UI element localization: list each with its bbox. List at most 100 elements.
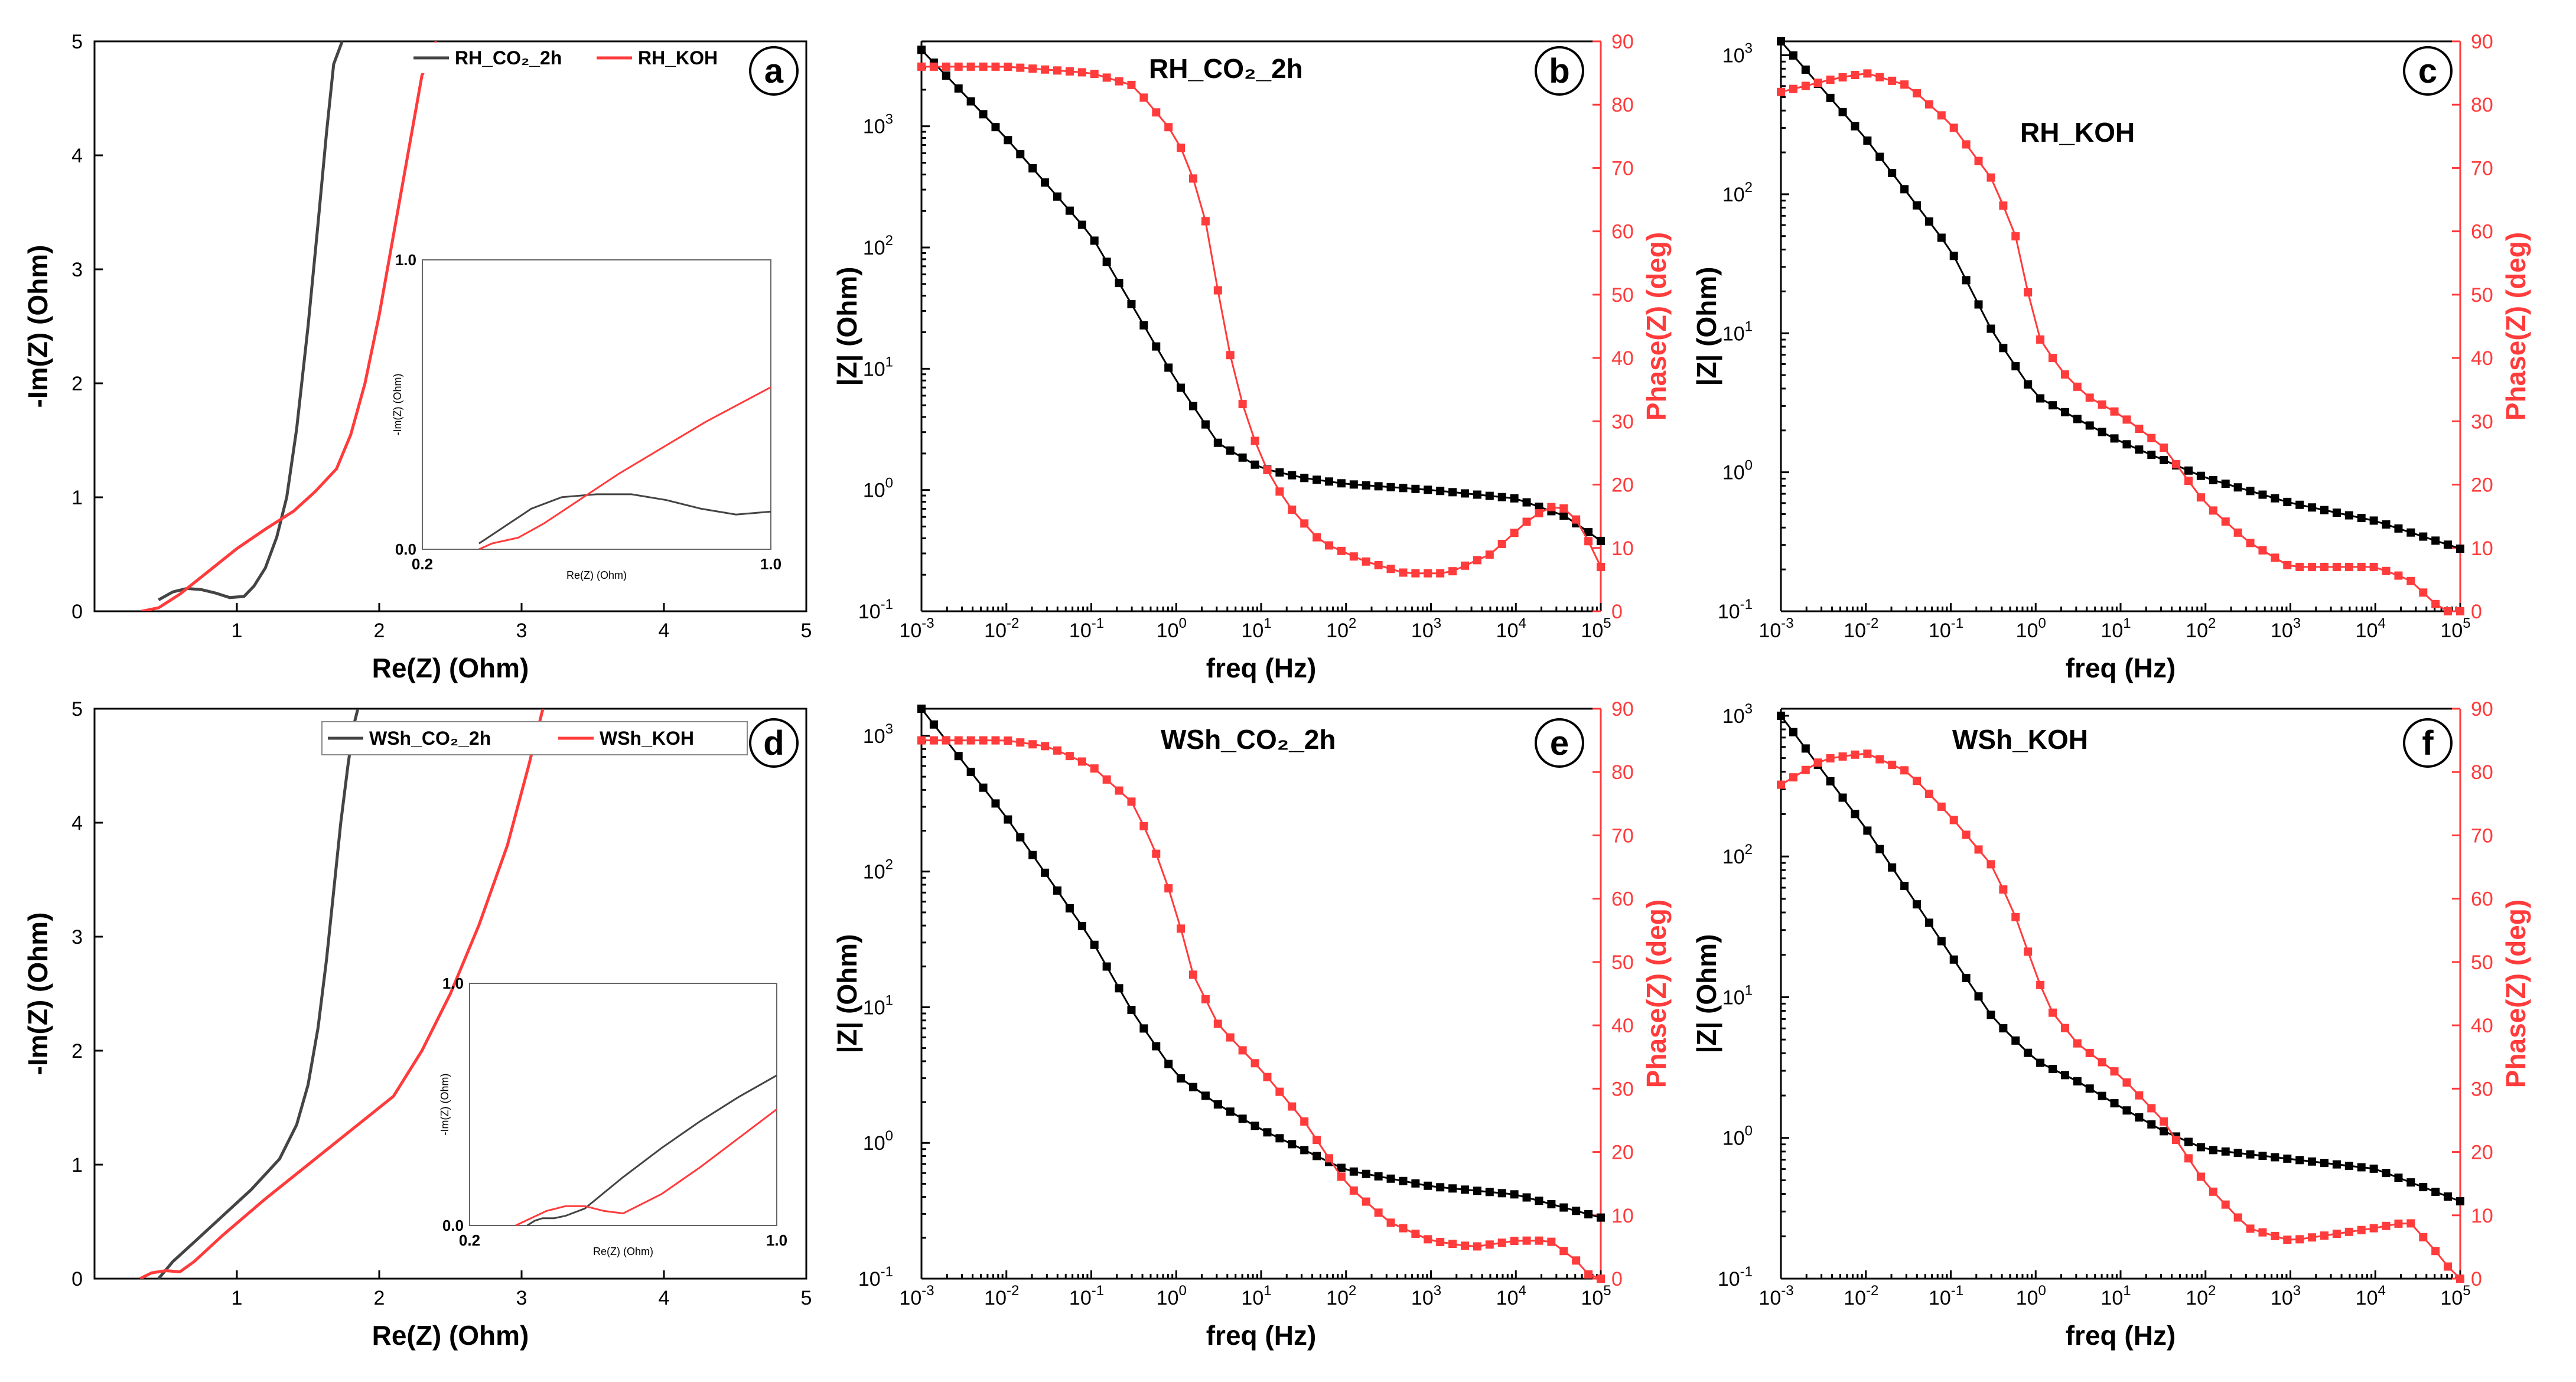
phase-marker: [2332, 562, 2341, 571]
magnitude-marker: [2049, 401, 2057, 410]
magnitude-marker: [1349, 1167, 1358, 1176]
phase-marker: [2320, 562, 2329, 571]
phase-marker: [2431, 599, 2440, 608]
x-tick-exponent: -3: [921, 1283, 934, 1299]
inset-series-line: [478, 386, 771, 550]
magnitude-marker: [1250, 1122, 1259, 1130]
phase-marker: [1424, 569, 1432, 578]
phase-marker: [2357, 562, 2366, 571]
y2-tick-label: 40: [1611, 347, 1634, 370]
panel-letter: e: [1550, 724, 1569, 762]
magnitude-marker: [1485, 1188, 1494, 1197]
phase-marker: [1913, 777, 1921, 785]
magnitude-marker: [1937, 233, 1946, 242]
phase-marker: [2258, 546, 2267, 555]
x-tick-exponent: 1: [1263, 1283, 1271, 1299]
magnitude-marker: [2024, 1048, 2033, 1057]
phase-marker: [1826, 75, 1835, 84]
inset-x-title: Re(Z) (Ohm): [566, 569, 627, 581]
magnitude-marker: [1888, 168, 1897, 177]
phase-marker: [1226, 351, 1235, 360]
y-axis-title: |Z| (Ohm): [832, 934, 862, 1053]
magnitude-marker: [1851, 810, 1859, 819]
magnitude-marker: [1863, 136, 1872, 145]
magnitude-marker: [2110, 1099, 2119, 1108]
magnitude-marker: [1547, 1200, 1556, 1208]
phase-marker: [2382, 566, 2391, 575]
phase-marker: [2295, 562, 2304, 571]
panel-letter: c: [2418, 52, 2437, 90]
phase-marker: [1250, 436, 1259, 445]
magnitude-marker: [1041, 178, 1050, 187]
magnitude-marker: [2456, 545, 2464, 553]
phase-marker: [966, 736, 975, 745]
y-tick-exponent: 0: [885, 1128, 893, 1144]
magnitude-marker: [1288, 1140, 1297, 1149]
phase-marker: [2394, 1219, 2403, 1228]
phase-marker: [1900, 766, 1909, 775]
magnitude-marker: [1473, 490, 1481, 499]
y2-tick-label: 40: [2471, 347, 2493, 370]
magnitude-marker: [1213, 1100, 1222, 1109]
x-tick-label: 100: [1157, 615, 1187, 642]
phase-marker: [1313, 533, 1321, 542]
magnitude-marker: [1777, 37, 1785, 45]
y-tick-exponent: 1: [885, 354, 893, 370]
x-tick-exponent: -1: [1092, 615, 1104, 631]
magnitude-marker: [1275, 468, 1284, 477]
phase-marker: [1127, 797, 1136, 806]
y2-tick-label: 80: [2471, 761, 2493, 784]
magnitude-marker: [1801, 65, 1810, 74]
y2-axis-title: Phase(Z) (deg): [2500, 899, 2531, 1088]
x-tick-label: 10-3: [1758, 1283, 1793, 1309]
legend-label: RH_CO₂_2h: [455, 47, 562, 69]
y-tick-label: 102: [863, 233, 893, 259]
phase-marker: [2221, 1200, 2230, 1209]
phase-marker: [1152, 108, 1161, 117]
magnitude-marker: [2271, 494, 2279, 503]
x-tick-exponent: 5: [1603, 1283, 1611, 1299]
phase-marker: [2098, 400, 2106, 409]
y-tick-label: 100: [1722, 1123, 1753, 1150]
phase-marker: [1139, 822, 1148, 830]
phase-marker: [991, 62, 1000, 71]
phase-marker: [979, 62, 988, 71]
magnitude-marker: [1448, 1184, 1457, 1193]
y-tick-exponent: 3: [885, 112, 893, 128]
x-tick-label: 103: [1411, 615, 1441, 642]
x-tick-label: 1: [232, 1287, 243, 1309]
x-tick-exponent: 4: [1518, 1283, 1526, 1299]
phase-marker: [1875, 755, 1884, 764]
y-axis-title: |Z| (Ohm): [832, 266, 862, 386]
y2-tick-label: 90: [2471, 31, 2493, 53]
magnitude-marker: [1826, 93, 1835, 102]
legend-label: RH_KOH: [638, 47, 718, 69]
phase-marker: [1826, 754, 1835, 763]
phase-marker: [2060, 1024, 2069, 1032]
y2-tick-label: 60: [2471, 888, 2493, 911]
x-tick-exponent: 1: [2123, 1283, 2131, 1299]
magnitude-marker: [1313, 475, 1321, 484]
magnitude-marker: [1090, 940, 1099, 949]
magnitude-marker: [1851, 122, 1859, 131]
phase-line: [921, 739, 1601, 1280]
x-tick-label: 100: [1157, 1283, 1187, 1309]
phase-marker: [2271, 1231, 2279, 1240]
magnitude-marker: [1522, 1193, 1531, 1202]
magnitude-marker: [1053, 886, 1061, 895]
phase-marker: [1016, 63, 1025, 72]
phase-marker: [1974, 845, 1983, 854]
phase-marker: [2036, 335, 2045, 344]
magnitude-marker: [2073, 1077, 2082, 1086]
phase-marker: [1250, 1059, 1259, 1068]
phase-marker: [1115, 786, 1123, 795]
x-tick-label: 100: [2016, 615, 2046, 642]
phase-marker: [2344, 1227, 2353, 1236]
magnitude-line: [920, 708, 1601, 1219]
phase-marker: [1949, 123, 1958, 132]
magnitude-marker: [1288, 471, 1297, 480]
magnitude-marker: [2419, 1183, 2428, 1192]
y-tick-label: 3: [71, 259, 83, 281]
y-tick-exponent: 2: [1745, 842, 1753, 858]
y-tick-label: 103: [863, 112, 893, 138]
